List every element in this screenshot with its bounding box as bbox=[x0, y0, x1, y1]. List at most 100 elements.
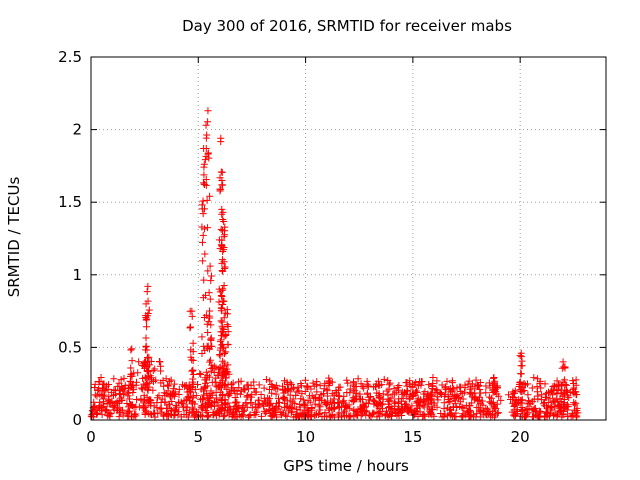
data-point bbox=[142, 408, 150, 416]
data-point bbox=[560, 406, 568, 414]
data-point bbox=[334, 399, 342, 407]
data-point bbox=[265, 386, 273, 394]
plot-frame bbox=[90, 56, 607, 421]
data-point bbox=[199, 257, 207, 265]
data-point bbox=[130, 413, 138, 421]
data-point bbox=[206, 356, 214, 364]
data-point bbox=[349, 394, 357, 402]
data-point bbox=[132, 378, 140, 386]
data-point bbox=[203, 131, 211, 139]
data-point bbox=[207, 401, 215, 409]
data-point bbox=[416, 408, 424, 416]
data-point bbox=[183, 395, 191, 403]
data-point bbox=[321, 409, 329, 417]
data-points bbox=[87, 107, 582, 421]
data-point bbox=[543, 402, 551, 410]
data-point bbox=[315, 401, 323, 409]
data-point bbox=[257, 412, 265, 420]
data-point bbox=[244, 413, 252, 421]
data-point bbox=[231, 394, 239, 402]
data-point bbox=[129, 389, 137, 397]
data-point bbox=[143, 288, 151, 296]
data-point bbox=[141, 406, 149, 414]
data-point bbox=[331, 404, 339, 412]
data-point bbox=[444, 393, 452, 401]
data-point bbox=[308, 392, 316, 400]
data-point bbox=[201, 156, 209, 164]
data-point bbox=[530, 374, 538, 382]
data-point bbox=[565, 394, 573, 402]
data-point bbox=[416, 402, 424, 410]
data-point bbox=[283, 378, 291, 386]
data-point bbox=[155, 357, 163, 365]
data-point bbox=[232, 408, 240, 416]
data-point bbox=[315, 395, 323, 403]
data-point bbox=[572, 413, 580, 421]
data-point bbox=[316, 382, 324, 390]
data-point bbox=[217, 317, 225, 325]
data-point bbox=[420, 403, 428, 411]
data-point bbox=[557, 382, 565, 390]
data-point bbox=[288, 404, 296, 412]
data-point bbox=[219, 357, 227, 365]
data-point bbox=[356, 390, 364, 398]
data-point bbox=[335, 393, 343, 401]
data-point bbox=[308, 412, 316, 420]
data-point bbox=[429, 379, 437, 387]
data-point bbox=[409, 389, 417, 397]
data-point bbox=[252, 388, 260, 396]
data-point bbox=[320, 413, 328, 421]
data-point bbox=[252, 400, 260, 408]
data-point bbox=[161, 398, 169, 406]
data-point bbox=[149, 386, 157, 394]
data-point bbox=[189, 339, 197, 347]
x-tick-label: 0 bbox=[86, 428, 96, 446]
data-point bbox=[389, 390, 397, 398]
data-point bbox=[235, 378, 243, 386]
data-point bbox=[477, 408, 485, 416]
data-point bbox=[490, 388, 498, 396]
data-point bbox=[326, 378, 334, 386]
data-point bbox=[199, 210, 207, 218]
data-point bbox=[505, 391, 513, 399]
data-point bbox=[524, 391, 532, 399]
data-point bbox=[204, 150, 212, 158]
data-point bbox=[327, 413, 335, 421]
data-point bbox=[204, 329, 212, 337]
data-point bbox=[236, 390, 244, 398]
data-point bbox=[91, 384, 99, 392]
data-point bbox=[229, 387, 237, 395]
data-point bbox=[203, 196, 211, 204]
data-point bbox=[457, 387, 465, 395]
data-point bbox=[223, 365, 231, 373]
data-point bbox=[485, 409, 493, 417]
data-point bbox=[242, 400, 250, 408]
data-point bbox=[163, 411, 171, 419]
data-point bbox=[125, 408, 133, 416]
data-point bbox=[207, 342, 215, 350]
data-point bbox=[142, 311, 150, 319]
data-point bbox=[443, 404, 451, 412]
data-point bbox=[127, 383, 135, 391]
data-point bbox=[172, 406, 180, 414]
data-point bbox=[492, 405, 500, 413]
data-point bbox=[206, 295, 214, 303]
data-point bbox=[220, 359, 228, 367]
data-point bbox=[491, 377, 499, 385]
data-point bbox=[120, 391, 128, 399]
data-point bbox=[300, 409, 308, 417]
data-point bbox=[546, 395, 554, 403]
data-point bbox=[534, 413, 542, 421]
data-point bbox=[403, 382, 411, 390]
data-point bbox=[204, 411, 212, 419]
data-point bbox=[317, 391, 325, 399]
data-point bbox=[385, 400, 393, 408]
data-point bbox=[175, 398, 183, 406]
data-point bbox=[313, 378, 321, 386]
data-point bbox=[414, 412, 422, 420]
data-point bbox=[126, 395, 134, 403]
data-point bbox=[189, 406, 197, 414]
data-point bbox=[367, 393, 375, 401]
data-point bbox=[171, 407, 179, 415]
